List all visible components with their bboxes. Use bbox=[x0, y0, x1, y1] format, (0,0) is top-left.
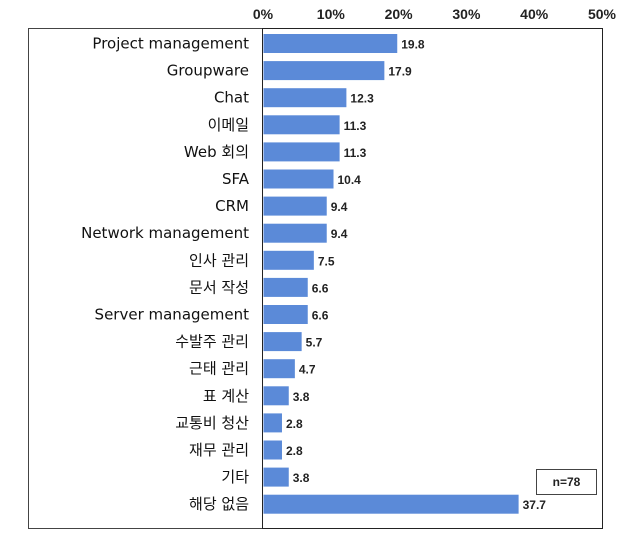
sample-size-label: n=78 bbox=[553, 475, 581, 489]
bar bbox=[263, 386, 289, 406]
bar-value-label: 6.6 bbox=[312, 281, 329, 295]
plot-area bbox=[262, 28, 603, 529]
x-tick-label: 30% bbox=[452, 6, 481, 22]
bar-value-label: 9.4 bbox=[331, 200, 348, 214]
bar bbox=[263, 332, 302, 352]
bar-value-label: 17.9 bbox=[388, 65, 412, 79]
x-tick-label: 40% bbox=[520, 6, 549, 22]
bar-value-label: 10.4 bbox=[338, 173, 362, 187]
category-label: 교통비 청산 bbox=[175, 414, 249, 432]
bar-value-label: 5.7 bbox=[306, 336, 323, 350]
category-label: 기타 bbox=[221, 468, 249, 486]
bar bbox=[263, 277, 308, 297]
category-label: Network management bbox=[81, 224, 249, 242]
category-label: 이메일 bbox=[208, 116, 249, 134]
bar-value-label: 2.8 bbox=[286, 444, 303, 458]
bar bbox=[263, 88, 347, 108]
category-label: 수발주 관리 bbox=[175, 333, 249, 351]
bar bbox=[263, 413, 282, 433]
bar bbox=[263, 34, 398, 53]
x-tick-label: 50% bbox=[588, 6, 617, 22]
category-label: Chat bbox=[214, 89, 249, 107]
sample-size-box: n=78 bbox=[536, 469, 597, 495]
bar bbox=[263, 115, 340, 135]
category-label: 인사 관리 bbox=[189, 251, 249, 269]
x-tick-label: 0% bbox=[253, 6, 274, 22]
category-label: Groupware bbox=[167, 62, 249, 80]
category-label: 근태 관리 bbox=[189, 360, 249, 378]
bar bbox=[263, 169, 334, 189]
bar-value-label: 19.8 bbox=[401, 38, 425, 52]
category-label: Server management bbox=[95, 306, 250, 324]
bar bbox=[263, 494, 519, 514]
category-label: Web 회의 bbox=[184, 143, 249, 161]
category-label: 재무 관리 bbox=[189, 441, 249, 459]
bar-value-label: 3.8 bbox=[293, 390, 310, 404]
bar bbox=[263, 196, 327, 216]
category-label: CRM bbox=[215, 197, 249, 215]
bar-value-label: 2.8 bbox=[286, 417, 303, 431]
sample-size-frame bbox=[536, 469, 597, 495]
x-tick-label: 20% bbox=[385, 6, 414, 22]
bar bbox=[263, 142, 340, 162]
bar bbox=[263, 305, 308, 324]
bar bbox=[263, 440, 282, 460]
x-axis-ticks: 0% 10% 20% 30% 40% 50% bbox=[253, 6, 617, 22]
bar bbox=[263, 61, 385, 81]
category-label: 해당 없음 bbox=[189, 495, 249, 513]
bar-value-label: 11.3 bbox=[344, 146, 367, 160]
bar bbox=[263, 250, 314, 270]
bar bbox=[263, 223, 327, 243]
value-labels: 19.8 17.9 12.3 11.3 11.3 10.4 9.4 9.4 7.5 6.6 6.6 5… bbox=[286, 38, 546, 513]
bar-value-label: 3.8 bbox=[293, 471, 310, 485]
category-label: 문서 작성 bbox=[189, 278, 249, 296]
category-label: SFA bbox=[222, 170, 250, 188]
x-tick-label: 10% bbox=[317, 6, 346, 22]
bar-value-label: 12.3 bbox=[350, 92, 374, 106]
category-label: Project management bbox=[92, 35, 249, 53]
bars bbox=[263, 34, 519, 514]
category-label: 표 계산 bbox=[203, 387, 249, 405]
bar-value-label: 4.7 bbox=[299, 363, 316, 377]
bar bbox=[263, 467, 289, 487]
bar-value-label: 37.7 bbox=[523, 498, 547, 512]
bar-value-label: 7.5 bbox=[318, 254, 335, 268]
bar-value-label: 6.6 bbox=[312, 309, 329, 323]
bar-value-label: 11.3 bbox=[344, 119, 367, 133]
bar-value-label: 9.4 bbox=[331, 227, 348, 241]
bar bbox=[263, 359, 295, 379]
category-labels: Project management Groupware Chat 이메일 Web 회의… bbox=[81, 35, 250, 514]
